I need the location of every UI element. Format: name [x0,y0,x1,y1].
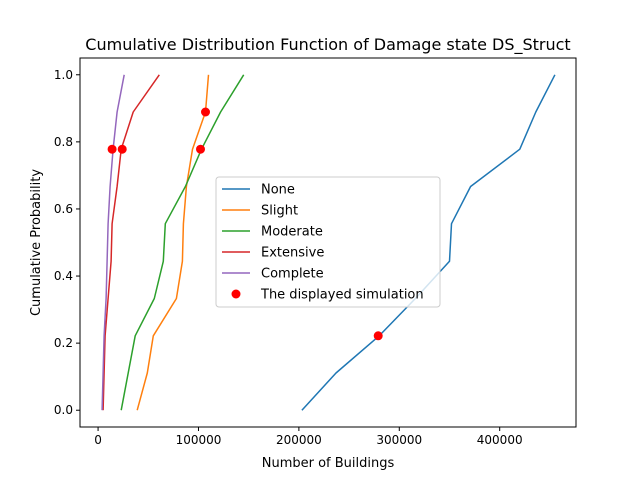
series-layer [101,74,556,411]
legend-label-extensive: Extensive [261,246,324,261]
x-axis-label: Number of Buildings [262,456,395,471]
legend-label-moderate: Moderate [261,225,323,240]
simulation-marker-2 [107,144,117,154]
y-tick-label: 1.0 [54,68,73,82]
series-line-moderate [120,74,245,411]
series-line-none [301,74,556,411]
y-axis-label: Cumulative Probability [29,169,44,316]
legend-items: None Slight Moderate Extensive Complete The d… [222,183,424,303]
plot-frame [79,57,577,428]
legend: None Slight Moderate Extensive Complete The d… [215,176,441,308]
series-line-complete [101,74,125,411]
y-ticks: 0.0 0.2 0.4 0.6 0.8 1.0 [54,68,80,417]
x-tick-label: 400000 [477,433,523,447]
y-tick-label: 0.2 [54,336,73,350]
x-tick-label: 200000 [276,433,322,447]
x-tick-label: 100000 [176,433,222,447]
legend-box [215,176,441,308]
marker-layer [107,107,383,341]
y-tick-label: 0.4 [54,269,73,283]
y-tick-label: 0.0 [54,403,73,417]
legend-label-complete: Complete [261,267,324,282]
x-tick-label: 300000 [376,433,422,447]
legend-label-none: None [261,183,295,198]
legend-label-simulation: The displayed simulation [260,288,424,303]
legend-swatch-simulation [231,289,241,299]
simulation-marker-3 [117,144,127,154]
y-tick-label: 0.6 [54,202,73,216]
legend-label-slight: Slight [261,204,298,219]
x-tick-label: 0 [94,433,102,447]
simulation-marker-4 [196,144,205,154]
simulation-marker-5 [201,107,210,117]
series-line-slight [136,74,210,411]
chart-title: Cumulative Distribution Function of Dama… [85,35,570,55]
series-line-extensive [102,74,160,411]
y-tick-label: 0.8 [54,135,73,149]
simulation-marker-1 [373,331,383,341]
x-ticks: 0 100000 200000 300000 400000 [94,427,523,447]
